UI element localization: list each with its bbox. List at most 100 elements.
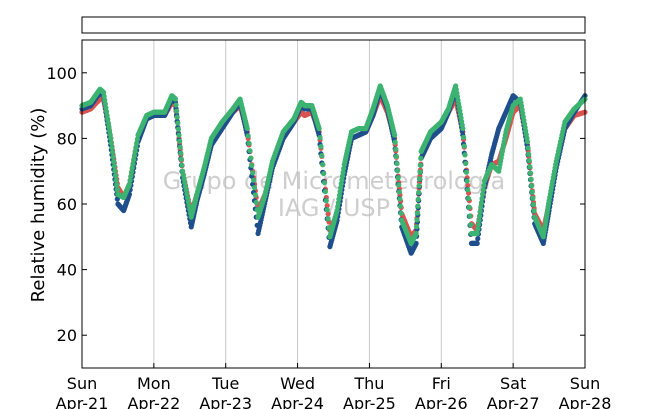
data-point — [111, 159, 117, 165]
data-point — [321, 180, 328, 186]
data-point — [128, 169, 135, 175]
x-tick-label-date: Apr-21 — [56, 394, 109, 409]
data-point — [480, 187, 486, 193]
data-point — [101, 93, 107, 99]
data-point — [250, 170, 256, 176]
data-point — [397, 196, 403, 202]
data-point — [529, 189, 535, 195]
data-point — [529, 183, 535, 189]
data-point — [173, 102, 179, 108]
data-point — [413, 224, 420, 230]
data-point — [253, 199, 259, 205]
y-tick-label: 20 — [57, 326, 77, 345]
data-point — [339, 173, 346, 179]
data-point — [397, 203, 404, 209]
data-point — [106, 128, 113, 134]
data-point — [477, 209, 483, 215]
x-tick-label-day: Sat — [500, 374, 526, 393]
data-point — [461, 143, 467, 149]
data-point — [317, 134, 323, 141]
data-point — [481, 182, 487, 189]
data-point — [133, 144, 139, 151]
data-point — [415, 203, 421, 209]
data-point — [474, 240, 480, 246]
x-tick-label-date: Apr-25 — [343, 394, 396, 409]
data-point — [108, 140, 114, 146]
data-point — [530, 201, 537, 208]
data-point — [172, 96, 179, 102]
data-point — [525, 145, 531, 151]
x-tick-label-date: Apr-28 — [559, 394, 612, 409]
data-point — [396, 182, 402, 188]
data-point — [392, 139, 398, 145]
data-point — [335, 204, 341, 210]
data-point — [476, 217, 482, 223]
data-point — [175, 126, 182, 132]
y-axis-title: Relative humidity (%) — [28, 108, 49, 303]
data-point — [478, 200, 485, 206]
data-point — [475, 226, 481, 232]
data-point — [316, 125, 322, 132]
data-point — [106, 124, 112, 130]
x-tick-label-day: Wed — [280, 374, 315, 393]
data-point — [108, 135, 114, 141]
y-tick-label: 100 — [46, 64, 77, 83]
data-point — [338, 181, 344, 187]
x-tick-label-day: Mon — [137, 374, 171, 393]
data-point — [177, 144, 183, 150]
data-point — [318, 144, 324, 150]
data-point — [110, 154, 116, 160]
data-point — [107, 131, 113, 138]
data-point — [460, 134, 467, 140]
data-point — [418, 155, 424, 161]
legend-box — [81, 16, 586, 34]
data-point — [414, 210, 420, 216]
data-point — [251, 185, 258, 191]
x-tick-label-day: Thu — [353, 374, 384, 393]
x-tick-label-date: Apr-26 — [415, 394, 468, 409]
y-tick-label: 60 — [57, 195, 77, 214]
data-point — [102, 101, 108, 107]
data-point — [526, 157, 532, 164]
data-point — [393, 153, 399, 160]
data-point — [531, 208, 537, 214]
data-point — [114, 186, 120, 193]
data-point — [413, 240, 419, 246]
data-point — [465, 195, 472, 202]
data-point — [460, 125, 466, 132]
data-point — [417, 162, 423, 168]
data-point — [249, 162, 255, 169]
data-point — [114, 182, 120, 188]
data-point — [325, 211, 331, 217]
data-point — [463, 160, 469, 167]
data-point — [416, 183, 422, 189]
data-point — [527, 164, 533, 170]
x-tick-label-date: Apr-24 — [271, 394, 324, 409]
data-point — [338, 185, 344, 191]
data-point — [252, 192, 258, 198]
data-point — [244, 125, 250, 132]
data-point — [126, 181, 133, 187]
data-point — [322, 189, 329, 195]
data-point — [105, 120, 111, 126]
data-point — [323, 198, 329, 204]
x-tick-label-day: Sun — [67, 374, 97, 393]
data-point — [179, 162, 185, 168]
data-point — [325, 216, 331, 222]
data-point — [341, 165, 347, 172]
data-point — [466, 204, 472, 210]
data-point — [479, 195, 485, 202]
data-point — [111, 163, 117, 169]
x-tick-label-date: Apr-27 — [487, 394, 540, 409]
x-tick-label-day: Tue — [211, 374, 239, 393]
data-point — [109, 149, 116, 155]
data-point — [245, 133, 251, 139]
data-point — [250, 177, 257, 183]
watermark-line-1: Grupo de Micrometeorologia — [163, 167, 505, 195]
data-point — [414, 217, 420, 223]
data-point — [474, 230, 480, 237]
data-point — [465, 187, 471, 193]
data-point — [394, 160, 400, 167]
data-point — [324, 207, 330, 213]
